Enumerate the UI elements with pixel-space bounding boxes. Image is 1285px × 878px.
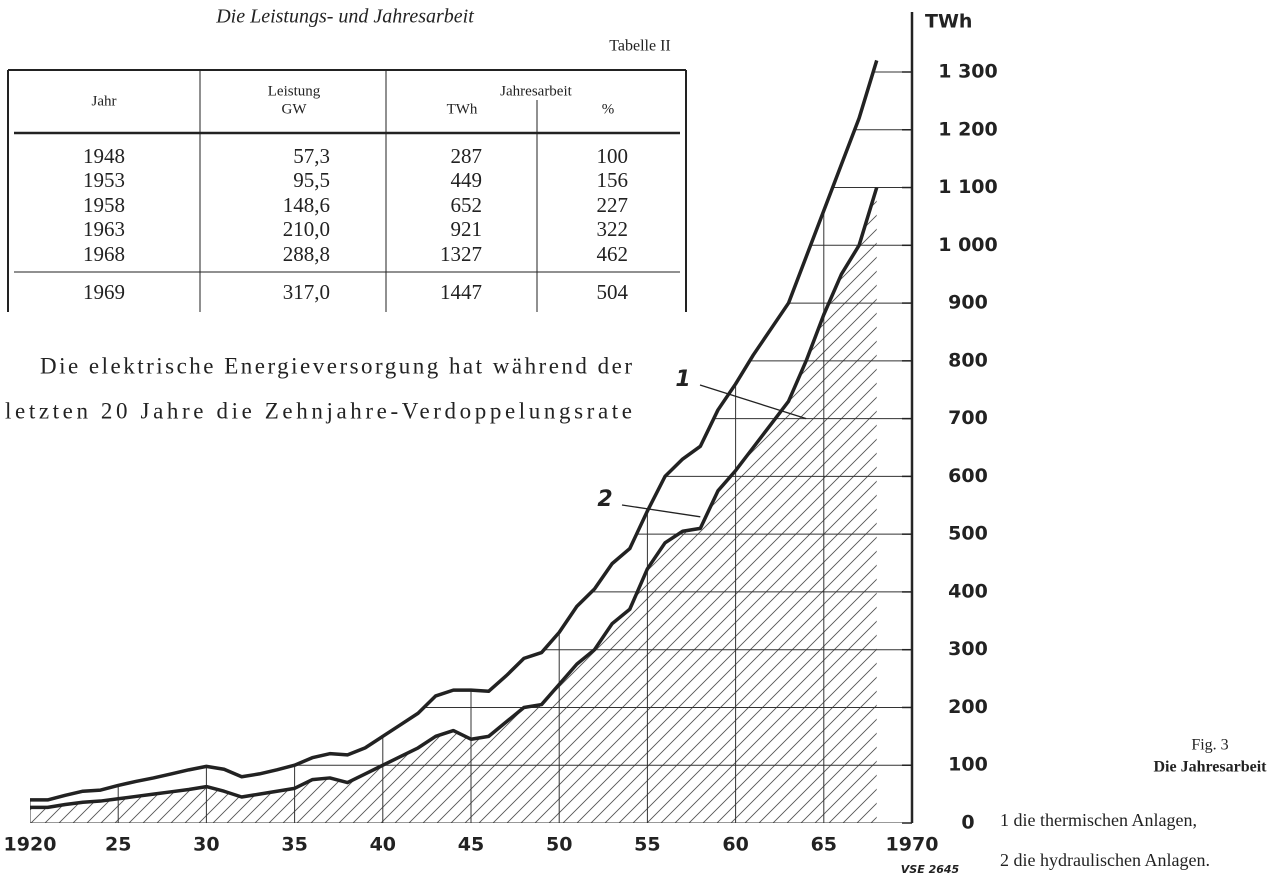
x-tick-label: 50: [546, 834, 572, 856]
table-cell: 100: [597, 144, 629, 168]
col-header: Jahresarbeit: [500, 83, 572, 99]
table-cell: 57,3: [293, 144, 330, 168]
leader-line: [699, 384, 807, 420]
x-tick-label: 60: [722, 834, 748, 856]
y-tick-label: 1 100: [938, 176, 998, 198]
hatch-area: [30, 187, 877, 824]
figure-caption: Die Jahresarbeit: [1153, 759, 1267, 776]
legend-entry: 1 die thermischen Anlagen,: [1000, 810, 1197, 830]
table-cell: 504: [597, 280, 629, 304]
y-unit: TWh: [925, 11, 972, 33]
table-cell: 1953: [83, 168, 125, 192]
title: Die Leistungs- und Jahresarbeit: [215, 6, 474, 28]
figure-number: Fig. 3: [1191, 737, 1228, 754]
y-tick-label: 800: [948, 349, 988, 371]
table-cell: 1948: [83, 144, 125, 168]
table-cell: 322: [597, 217, 629, 241]
table-cell: 1327: [440, 242, 482, 266]
x-tick-label: 30: [193, 834, 219, 856]
table-cell: 652: [451, 193, 483, 217]
x-tick-label: 40: [370, 834, 396, 856]
line-series: [30, 187, 879, 810]
figure-code: VSE 2645: [901, 863, 960, 876]
leader-line: [621, 504, 701, 518]
col-header: Jahr: [92, 93, 117, 109]
table-cell: 95,5: [293, 168, 330, 192]
x-tick-label: 45: [458, 834, 484, 856]
table-cell: 156: [597, 168, 629, 192]
col-header: Leistung: [268, 83, 321, 99]
col-header: TWh: [447, 101, 478, 117]
table-cell: 1969: [83, 280, 125, 304]
table-cell: 148,6: [283, 193, 330, 217]
x-tick-label: 25: [105, 834, 131, 856]
table-label: Tabelle II: [609, 38, 671, 55]
table-lines: [7, 69, 687, 312]
table-cell: 462: [597, 242, 629, 266]
table-cell: 449: [451, 168, 483, 192]
y-tick-label: 200: [948, 696, 988, 718]
y-tick-label: 900: [948, 292, 988, 314]
annotation: 1: [675, 367, 690, 392]
x-tick-label: 1920: [4, 834, 57, 856]
y-tick-label: 1 000: [938, 234, 998, 256]
y-tick-label: 300: [948, 638, 988, 660]
table-cell: 1968: [83, 242, 125, 266]
table-cell: 1963: [83, 217, 125, 241]
table-cell: 1958: [83, 193, 125, 217]
y-tick-label: 1 200: [938, 118, 998, 140]
y-tick-label: 100: [948, 754, 988, 776]
y-tick-label: 0: [961, 812, 974, 834]
y-tick-label: 700: [948, 407, 988, 429]
x-tick-label: 55: [634, 834, 660, 856]
legend-entry: 2 die hydraulischen Anlagen.: [1000, 850, 1210, 870]
annotation: 2: [597, 487, 612, 512]
col-header: %: [602, 101, 615, 117]
table-cell: 227: [597, 193, 629, 217]
x-tick-label: 1970: [886, 834, 939, 856]
x-tick-label: 65: [811, 834, 837, 856]
y-tick-label: 400: [948, 580, 988, 602]
x-tick-label: 35: [281, 834, 307, 856]
table-cell: 288,8: [283, 242, 330, 266]
y-tick-label: 500: [948, 523, 988, 545]
col-header: GW: [282, 101, 308, 117]
y-tick-label: 600: [948, 465, 988, 487]
y-tick-label: 1 300: [938, 61, 998, 83]
table-cell: 921: [451, 217, 483, 241]
paragraph-line: letzten 20 Jahre die Zehnjahre-Verdoppel…: [5, 398, 632, 423]
line-series: [30, 59, 879, 802]
table-cell: 210,0: [283, 217, 330, 241]
table-cell: 287: [451, 144, 483, 168]
paragraph-line: Die elektrische Energieversorgung hat wä…: [40, 353, 632, 378]
table-cell: 317,0: [283, 280, 330, 304]
table-cell: 1447: [440, 280, 482, 304]
